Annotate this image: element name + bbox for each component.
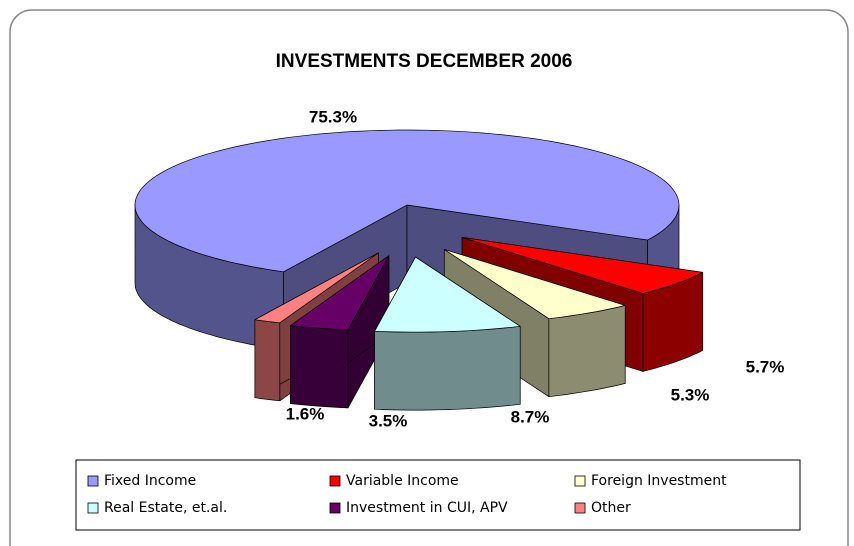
slice-top bbox=[443, 249, 626, 320]
legend-label: Investment in CUI, APV bbox=[346, 500, 508, 516]
data-label: 3.5% bbox=[369, 411, 408, 430]
data-label: 75.3% bbox=[309, 107, 357, 126]
legend-label: Other bbox=[591, 500, 631, 516]
legend-swatch bbox=[87, 475, 99, 487]
legend-swatch bbox=[329, 502, 341, 514]
slice-side bbox=[548, 305, 626, 398]
data-label: 8.7% bbox=[511, 407, 550, 426]
slice-side bbox=[290, 325, 349, 409]
slice-top bbox=[374, 256, 521, 333]
legend-swatch bbox=[329, 475, 341, 487]
legend-label: Variable Income bbox=[346, 473, 459, 489]
legend-label: Fixed Income bbox=[104, 473, 196, 489]
pie-slice bbox=[290, 255, 390, 409]
data-label: 1.6% bbox=[286, 404, 325, 423]
slice-side bbox=[254, 319, 281, 402]
slice-top bbox=[254, 252, 379, 324]
data-label: 5.7% bbox=[746, 357, 785, 376]
slice-top bbox=[290, 255, 390, 331]
pie-slice bbox=[374, 256, 521, 411]
legend-swatch bbox=[87, 502, 99, 514]
chart-title: INVESTMENTS DECEMBER 2006 bbox=[276, 51, 573, 72]
slice-top bbox=[134, 129, 680, 273]
legend-swatch bbox=[574, 502, 586, 514]
data-label: 5.3% bbox=[671, 385, 710, 404]
slice-side bbox=[374, 325, 521, 411]
legend-label: Foreign Investment bbox=[591, 473, 727, 489]
legend-box bbox=[75, 459, 801, 531]
slice-top bbox=[461, 237, 704, 294]
legend-swatch bbox=[574, 475, 586, 487]
legend-label: Real Estate, et.al. bbox=[104, 500, 227, 516]
